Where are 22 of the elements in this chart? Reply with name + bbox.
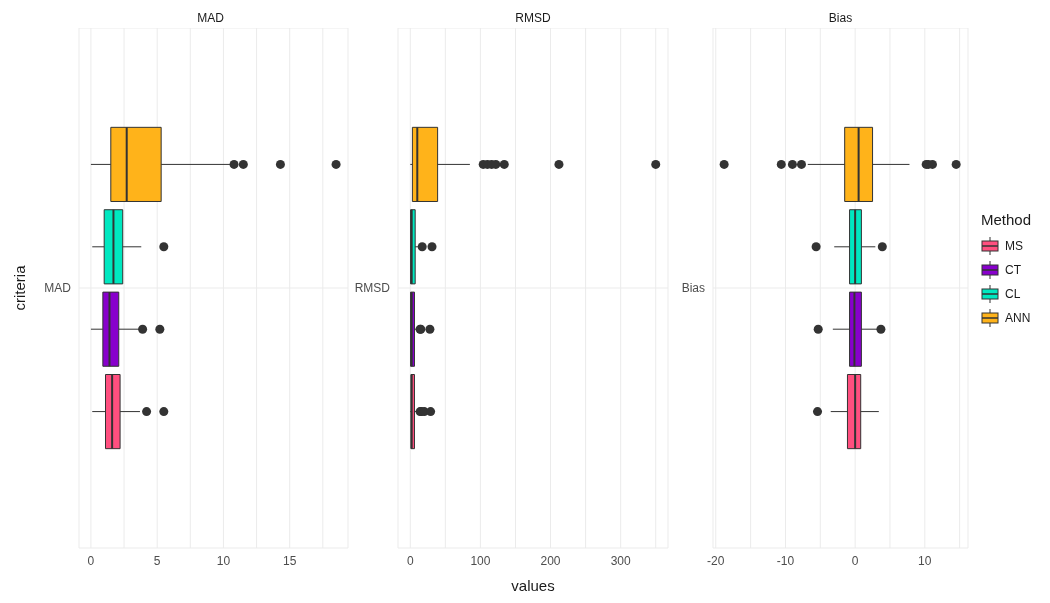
y-axis-title: criteria: [11, 264, 29, 311]
chart-title: RMSD: [514, 10, 552, 27]
legend-label: CT: [1005, 263, 1021, 277]
chart-title: Bias: [827, 10, 854, 27]
legend-label: MS: [1005, 239, 1023, 253]
x-tick-label: 300: [610, 553, 631, 568]
legend-label: CL: [1005, 287, 1021, 301]
legend-title: Method: [981, 211, 1032, 228]
x-tick-label: 5: [153, 553, 161, 568]
x-tick-label: 0: [87, 553, 95, 568]
legend-label: ANN: [1005, 311, 1031, 325]
x-tick-label: 200: [540, 553, 561, 568]
x-tick-label: 10: [216, 553, 231, 568]
chart-title: MAD: [196, 10, 225, 27]
x-tick-label: -20: [707, 553, 725, 568]
x-tick-label: 0: [406, 553, 414, 568]
x-tick-label: 0: [851, 553, 859, 568]
x-axis-title: values: [511, 577, 555, 594]
x-tick-label: 100: [470, 553, 491, 568]
x-tick-label: -10: [776, 553, 795, 568]
x-tick-label: 15: [283, 553, 297, 568]
x-tick-label: 10: [918, 553, 932, 568]
